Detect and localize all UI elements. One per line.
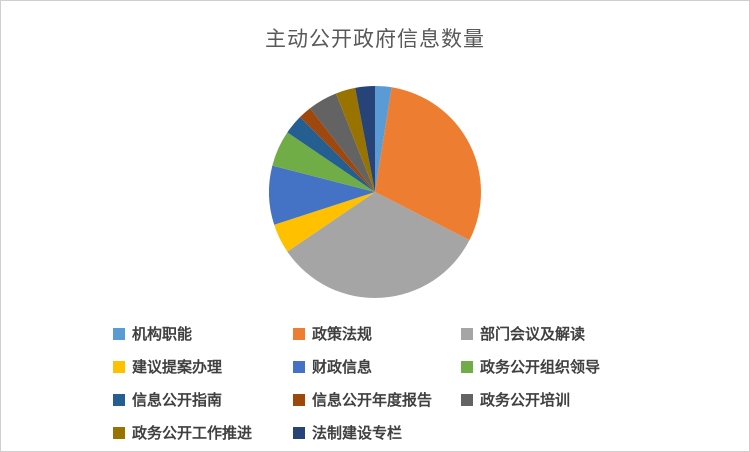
pie-slice-3[interactable] bbox=[274, 192, 375, 252]
legend-swatch-icon bbox=[461, 393, 473, 406]
legend-swatch-icon bbox=[113, 426, 125, 439]
legend-swatch-icon bbox=[293, 360, 305, 373]
chart-legend: 机构职能 政策法规 部门会议及解读建议提案办理 财政信息 政务公开组织领导信息公开指南 信… bbox=[113, 317, 673, 449]
legend-label: 财政信息 bbox=[312, 359, 373, 376]
pie-slice-1[interactable] bbox=[375, 87, 482, 241]
pie-slice-7[interactable] bbox=[300, 108, 375, 192]
legend-item-6[interactable]: 信息公开指南 bbox=[113, 389, 293, 410]
legend-item-3[interactable]: 建议提案办理 bbox=[113, 356, 293, 377]
legend-item-4[interactable]: 财政信息 bbox=[293, 356, 461, 377]
pie-slice-2[interactable] bbox=[287, 192, 470, 298]
legend-swatch-icon bbox=[113, 360, 125, 373]
legend-label: 政务公开培训 bbox=[480, 392, 571, 409]
legend-label: 建议提案办理 bbox=[132, 359, 223, 376]
pie-slice-9[interactable] bbox=[335, 87, 375, 192]
legend-label: 信息公开年度报告 bbox=[312, 392, 433, 409]
legend-swatch-icon bbox=[461, 360, 473, 373]
legend-label: 机构职能 bbox=[132, 326, 193, 343]
legend-item-0[interactable]: 机构职能 bbox=[113, 323, 293, 344]
legend-swatch-icon bbox=[293, 393, 305, 406]
legend-swatch-icon bbox=[461, 327, 473, 340]
legend-item-10[interactable]: 法制建设专栏 bbox=[293, 422, 461, 443]
legend-swatch-icon bbox=[293, 327, 305, 340]
chart-title: 主动公开政府信息数量 bbox=[265, 28, 485, 51]
legend-item-9[interactable]: 政务公开工作推进 bbox=[113, 422, 293, 443]
legend-item-7[interactable]: 信息公开年度报告 bbox=[293, 389, 461, 410]
legend-item-1[interactable]: 政策法规 bbox=[293, 323, 461, 344]
legend-swatch-icon bbox=[293, 426, 305, 439]
legend-item-5[interactable]: 政务公开组织领导 bbox=[461, 356, 673, 377]
pie-slice-4[interactable] bbox=[269, 165, 375, 225]
legend-label: 政务公开工作推进 bbox=[132, 425, 253, 442]
pie-slice-6[interactable] bbox=[287, 117, 375, 192]
legend-label: 政务公开组织领导 bbox=[480, 359, 601, 376]
legend-swatch-icon bbox=[113, 327, 125, 340]
pie-slice-8[interactable] bbox=[310, 93, 375, 192]
legend-label: 信息公开指南 bbox=[132, 392, 223, 409]
legend-label: 政策法规 bbox=[312, 326, 373, 343]
pie-slice-0[interactable] bbox=[375, 86, 392, 192]
legend-label: 部门会议及解读 bbox=[480, 326, 586, 343]
legend-swatch-icon bbox=[113, 393, 125, 406]
legend-label: 法制建设专栏 bbox=[312, 425, 403, 442]
legend-item-2[interactable]: 部门会议及解读 bbox=[461, 323, 673, 344]
pie-slice-5[interactable] bbox=[272, 132, 375, 192]
pie-slice-10[interactable] bbox=[355, 86, 375, 192]
legend-item-8[interactable]: 政务公开培训 bbox=[461, 389, 673, 410]
